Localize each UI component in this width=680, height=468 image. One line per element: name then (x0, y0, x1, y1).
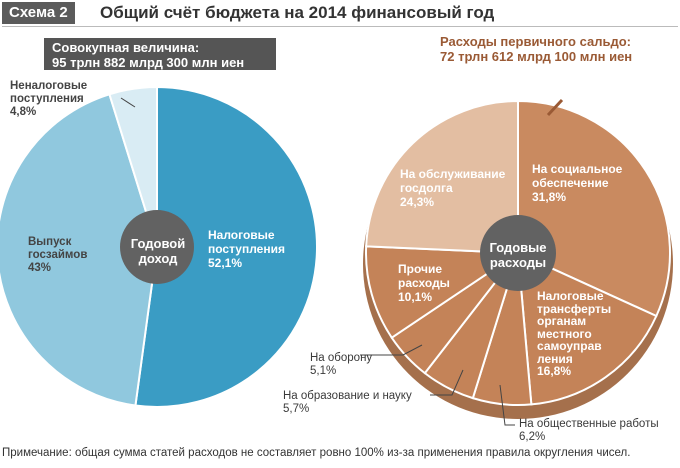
expenditure-center-label: Годовые расходы (483, 240, 553, 270)
expenditure-center-line1: Годовые (489, 240, 547, 255)
label-nontax-line1: Неналоговые (10, 80, 88, 92)
label-transfers-line2: трансферты (537, 301, 612, 316)
leader-defense (360, 344, 423, 356)
label-defense-line1: На оборону (310, 352, 373, 364)
figure-title: Общий счёт бюджета на 2014 финансовый го… (100, 3, 495, 22)
label-transfers-line4: местного (537, 326, 592, 341)
label-bonds-line2: госзаймов (28, 249, 88, 261)
primary-balance-caption: Расходы первичного сальдо: (440, 34, 631, 49)
revenue-slice-1 (0, 92, 159, 407)
leader-primary-balance (546, 98, 564, 117)
label-other-line2: расходы (398, 276, 450, 290)
label-bonds-line1: Выпуск (28, 236, 72, 248)
revenue-total-caption: Совокупная величина: (52, 40, 200, 55)
label-nontax-value: 4,8% (10, 106, 37, 118)
expenditure-pie (365, 99, 671, 406)
label-social-value: 31,8% (532, 190, 567, 204)
label-transfers-line6: ления (537, 351, 573, 366)
label-education-line1: На образование и науку (283, 390, 412, 402)
primary-balance-value: 72 трлн 612 млрд 100 млн иен (440, 49, 633, 64)
label-public-works: На общественные работы 6,2% (519, 418, 659, 444)
revenue-center-disc (120, 210, 194, 284)
label-tax-revenue: Налоговые поступления 52,1% (208, 228, 285, 270)
label-social: На социальное обеспечение 31,8% (532, 162, 622, 204)
label-nontax-line2: поступления (10, 93, 84, 105)
expenditure-slice-0 (517, 99, 671, 318)
header-divider (2, 26, 678, 27)
figure-badge: Схема 2 (2, 2, 75, 24)
label-nontax: Неналоговые поступления 4,8% (10, 80, 87, 119)
label-transfers-value: 16,8% (537, 364, 572, 378)
label-defense-value: 5,1% (310, 365, 337, 377)
label-bonds: Выпуск госзаймов 43% (28, 236, 87, 275)
label-tax-value: 52,1% (208, 256, 243, 270)
label-social-line1: На социальное (532, 162, 623, 176)
revenue-total-box: Совокупная величина: 95 трлн 882 млрд 30… (44, 38, 276, 70)
label-transfers-line3: органам (537, 314, 587, 328)
label-defense: На оборону 5,1% (310, 352, 372, 378)
primary-balance-label: Расходы первичного сальдо: 72 трлн 612 м… (440, 34, 680, 64)
expenditure-slice-5 (365, 245, 522, 340)
label-tax-line1: Налоговые (208, 228, 275, 242)
label-other: Прочие расходы 10,1% (398, 262, 450, 304)
revenue-slice-2 (108, 85, 158, 248)
label-debt-line2: госдолга (400, 181, 453, 195)
expenditure-slice-1 (516, 251, 658, 406)
leader-lines (120, 97, 564, 426)
revenue-center-line1: Годовой (130, 236, 186, 251)
label-works-line1: На общественные работы (519, 418, 659, 430)
revenue-center-line2: доход (138, 251, 178, 266)
revenue-center-label: Годовой доход (127, 236, 189, 266)
label-debt-service: На обслуживание госдолга 24,3% (400, 167, 505, 209)
label-debt-value: 24,3% (400, 195, 435, 209)
leader-education (430, 369, 464, 396)
label-bonds-value: 43% (28, 262, 52, 274)
label-other-value: 10,1% (398, 290, 433, 304)
expenditure-center-disc (480, 215, 556, 291)
leader-nontax (120, 97, 136, 108)
expenditure-slice-6 (365, 99, 519, 255)
label-works-value: 6,2% (519, 431, 546, 443)
label-transfers-line1: Налоговые (537, 289, 604, 303)
expenditure-center-line2: расходы (489, 255, 547, 270)
revenue-slice-0 (134, 85, 319, 408)
label-social-line2: обеспечение (532, 176, 609, 190)
footnote: Примечание: общая сумма статей расходов … (2, 447, 631, 459)
label-education-value: 5,7% (283, 403, 310, 415)
label-local-transfers: Налоговые трансферты органам местного са… (537, 290, 611, 378)
revenue-total-value: 95 трлн 882 млрд 300 млн иен (52, 55, 245, 70)
leader-public-works (499, 384, 515, 426)
label-tax-line2: поступления (208, 242, 285, 256)
label-other-line1: Прочие (398, 262, 443, 276)
label-education: На образование и науку 5,7% (283, 390, 412, 416)
label-debt-line1: На обслуживание (400, 167, 506, 181)
label-transfers-line5: самоуправ (537, 339, 602, 353)
revenue-pie (0, 85, 319, 408)
